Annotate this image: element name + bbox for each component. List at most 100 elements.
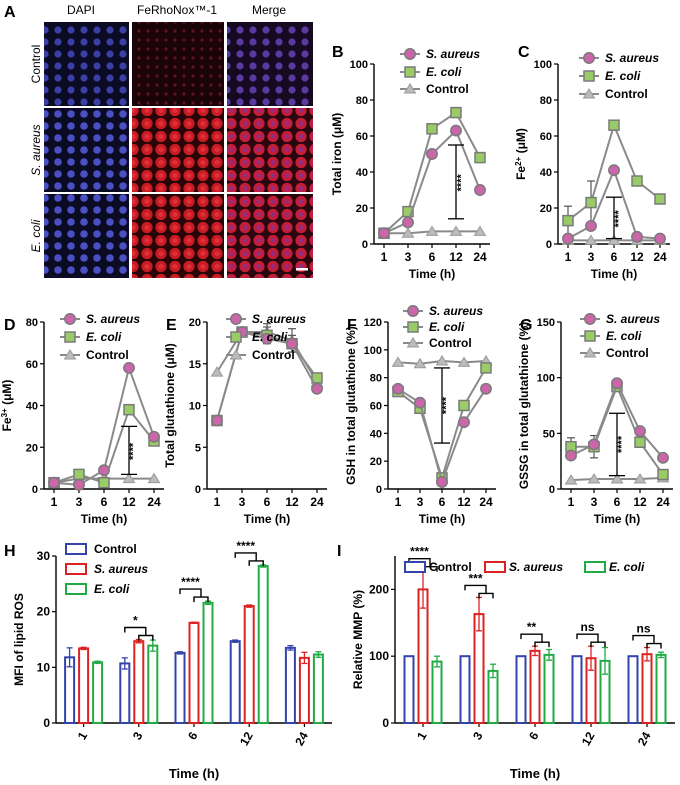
data-point [73,468,85,481]
data-point [654,193,666,205]
y-tick-label: 20 [189,317,201,329]
y-axis-label: GSSG in total glutathione (%) [517,322,531,489]
row-label-control: Control [29,45,43,84]
data-point [457,356,471,367]
x-tick-label: 6 [429,250,436,264]
chart-i: I 0 100 200 1 3 6 12 24 Time (h) Relative MMP (%) *… [337,543,675,781]
data-point [391,356,405,367]
x-tick-label: 3 [470,729,486,742]
x-axis-label: Time (h) [419,512,465,526]
y-tick-label: 20 [540,203,552,215]
legend-marker [404,66,416,78]
x-tick-label: 12 [285,495,299,509]
x-axis-label: Time (h) [409,267,455,281]
legend-marker [582,88,596,99]
column-label-dapi: DAPI [67,3,95,17]
data-point [435,355,449,366]
y-axis-label: Relative MMP (%) [351,590,365,689]
data-point [585,196,597,209]
x-tick-label: 12 [457,495,471,509]
series-line [216,330,318,421]
x-axis-label: Time (h) [169,766,219,781]
y-axis-label: GSH in total glutathione (%) [344,326,358,485]
data-point [147,472,161,484]
row-label-s-aureus: S. aureus [29,124,43,175]
x-axis-label: Time (h) [594,512,640,526]
legend-label: S. aureus [86,312,140,326]
image-e-coli-merge [227,194,313,278]
bar [243,605,255,724]
x-tick-label: 1 [51,495,58,509]
chart-d: D 0 20 40 60 80 1 3 6 12 24 Time (h) Fe3+ (μM) **** S.… [0,312,164,526]
legend-marker [230,331,242,343]
data-point [611,377,623,390]
x-tick-label: 12 [633,495,647,509]
significance-bracket [124,626,147,636]
y-tick-label: 100 [364,345,382,357]
significance-label: ns [580,620,594,634]
y-tick-label: 40 [356,167,368,179]
y-axis-label: Total glutathione (μM) [163,343,177,467]
legend-label: Control [86,348,129,362]
y-tick-label: 5 [195,442,201,454]
legend-marker [404,48,416,60]
x-tick-label: 12 [237,729,256,748]
y-tick-label: 150 [537,317,555,329]
image-s-aureus-dapi [44,108,129,192]
data-point [657,451,669,464]
data-point [98,476,110,489]
legend-label: E. coli [429,320,465,334]
y-tick-label: 100 [537,373,555,385]
x-tick-label: 1 [214,495,221,509]
y-axis-label: Fe2+ (μM) [514,128,529,180]
panel-letter: B [332,44,344,61]
legend-label: E. coli [609,560,645,574]
significance-label: **** [455,174,467,192]
y-tick-label: 10 [37,660,51,674]
y-axis-label: Fe3+ (μM) [0,380,14,432]
data-point [587,473,601,484]
data-point [633,473,647,484]
image-control-merge [227,22,313,106]
significance-bracket [576,633,599,643]
data-point [480,362,492,374]
x-tick-label: 6 [439,495,446,509]
legend-marker [64,331,76,343]
legend-label: Control [429,560,472,574]
significance-label: **** [613,210,625,228]
image-control-ferhonox [132,22,224,106]
panel-letter-a: A [4,4,16,21]
x-tick-label: 1 [395,495,402,509]
bar [202,601,214,725]
y-tick-label: 30 [37,549,51,563]
chart-b: B 0 20 40 60 80 100 1 3 6 12 24 Time (h) Total iron (… [330,44,490,281]
bar [229,640,241,724]
legend-label: Control [426,82,469,96]
significance-bracket [464,584,487,594]
bar [431,660,443,725]
x-tick-label: 3 [76,495,83,509]
data-point [378,227,390,240]
y-tick-label: 80 [540,95,552,107]
scale-bar [296,268,308,271]
x-tick-label: 1 [75,729,91,742]
bar [543,653,555,725]
legend-label: E. coli [94,582,130,596]
legend-marker [407,321,419,333]
x-axis-label: Time (h) [244,512,290,526]
x-tick-label: 24 [656,495,670,509]
x-axis-label: Time (h) [81,512,127,526]
bar [133,640,145,724]
x-tick-label: 6 [526,729,542,742]
row-label-e-coli: E. coli [29,219,43,252]
panel-letter: E [166,317,177,334]
data-point [562,232,574,245]
bar [257,565,269,725]
significance-label: **** [236,539,255,553]
data-point [123,403,135,416]
x-tick-label: 24 [479,495,493,509]
significance-label: *** [468,571,482,585]
x-tick-label: 3 [130,729,146,742]
x-tick-label: 1 [381,250,388,264]
panel-letter: G [520,317,532,334]
